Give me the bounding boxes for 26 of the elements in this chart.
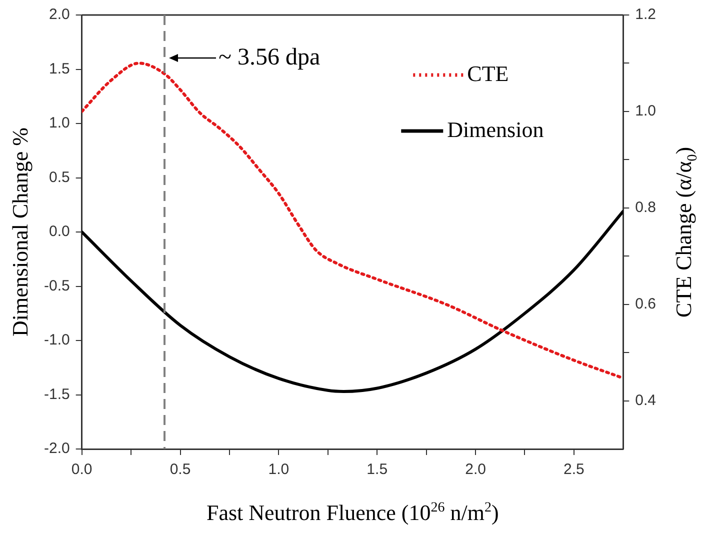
y-tick-label: -1.0 (44, 332, 70, 349)
x-tick-label: 2.5 (564, 461, 584, 478)
y-tick-label: 0.0 (48, 223, 70, 240)
x-tick-label: 2.0 (465, 461, 486, 478)
annotation: ~ 3.56 dpa (218, 44, 321, 71)
y-tick-label: 1.5 (48, 60, 70, 78)
x-tick-label: 1.0 (268, 461, 290, 478)
y-tick-label: -2.0 (44, 440, 70, 458)
y2-tick-label: 0.4 (635, 392, 656, 409)
y2-tick-label: 0.8 (635, 199, 656, 216)
x-axis-title: Fast Neutron Fluence (10$^{26}$ n/m$^{2}$) (206, 500, 499, 526)
y2-tick-label: 1.0 (635, 102, 656, 120)
y2-tick-label: 1.2 (635, 6, 656, 24)
line-series (82, 210, 624, 393)
x-tick-label: 1.5 (366, 461, 388, 478)
y-tick-label: -0.5 (44, 277, 70, 294)
legend-label: Dimension (447, 116, 544, 142)
y-tick-label: 1.0 (48, 114, 70, 132)
y-axis-title: Dimensional Change % (6, 128, 33, 336)
x-tick-label: 0.0 (71, 461, 92, 478)
y-tick-label: 0.5 (48, 168, 70, 186)
y-tick-label: 2.0 (48, 6, 70, 24)
y2-tick-label: 0.6 (635, 295, 656, 312)
y-tick-label: -1.5 (44, 386, 70, 403)
x-tick-label: 0.5 (170, 461, 191, 478)
legend-label: CTE (467, 60, 509, 86)
